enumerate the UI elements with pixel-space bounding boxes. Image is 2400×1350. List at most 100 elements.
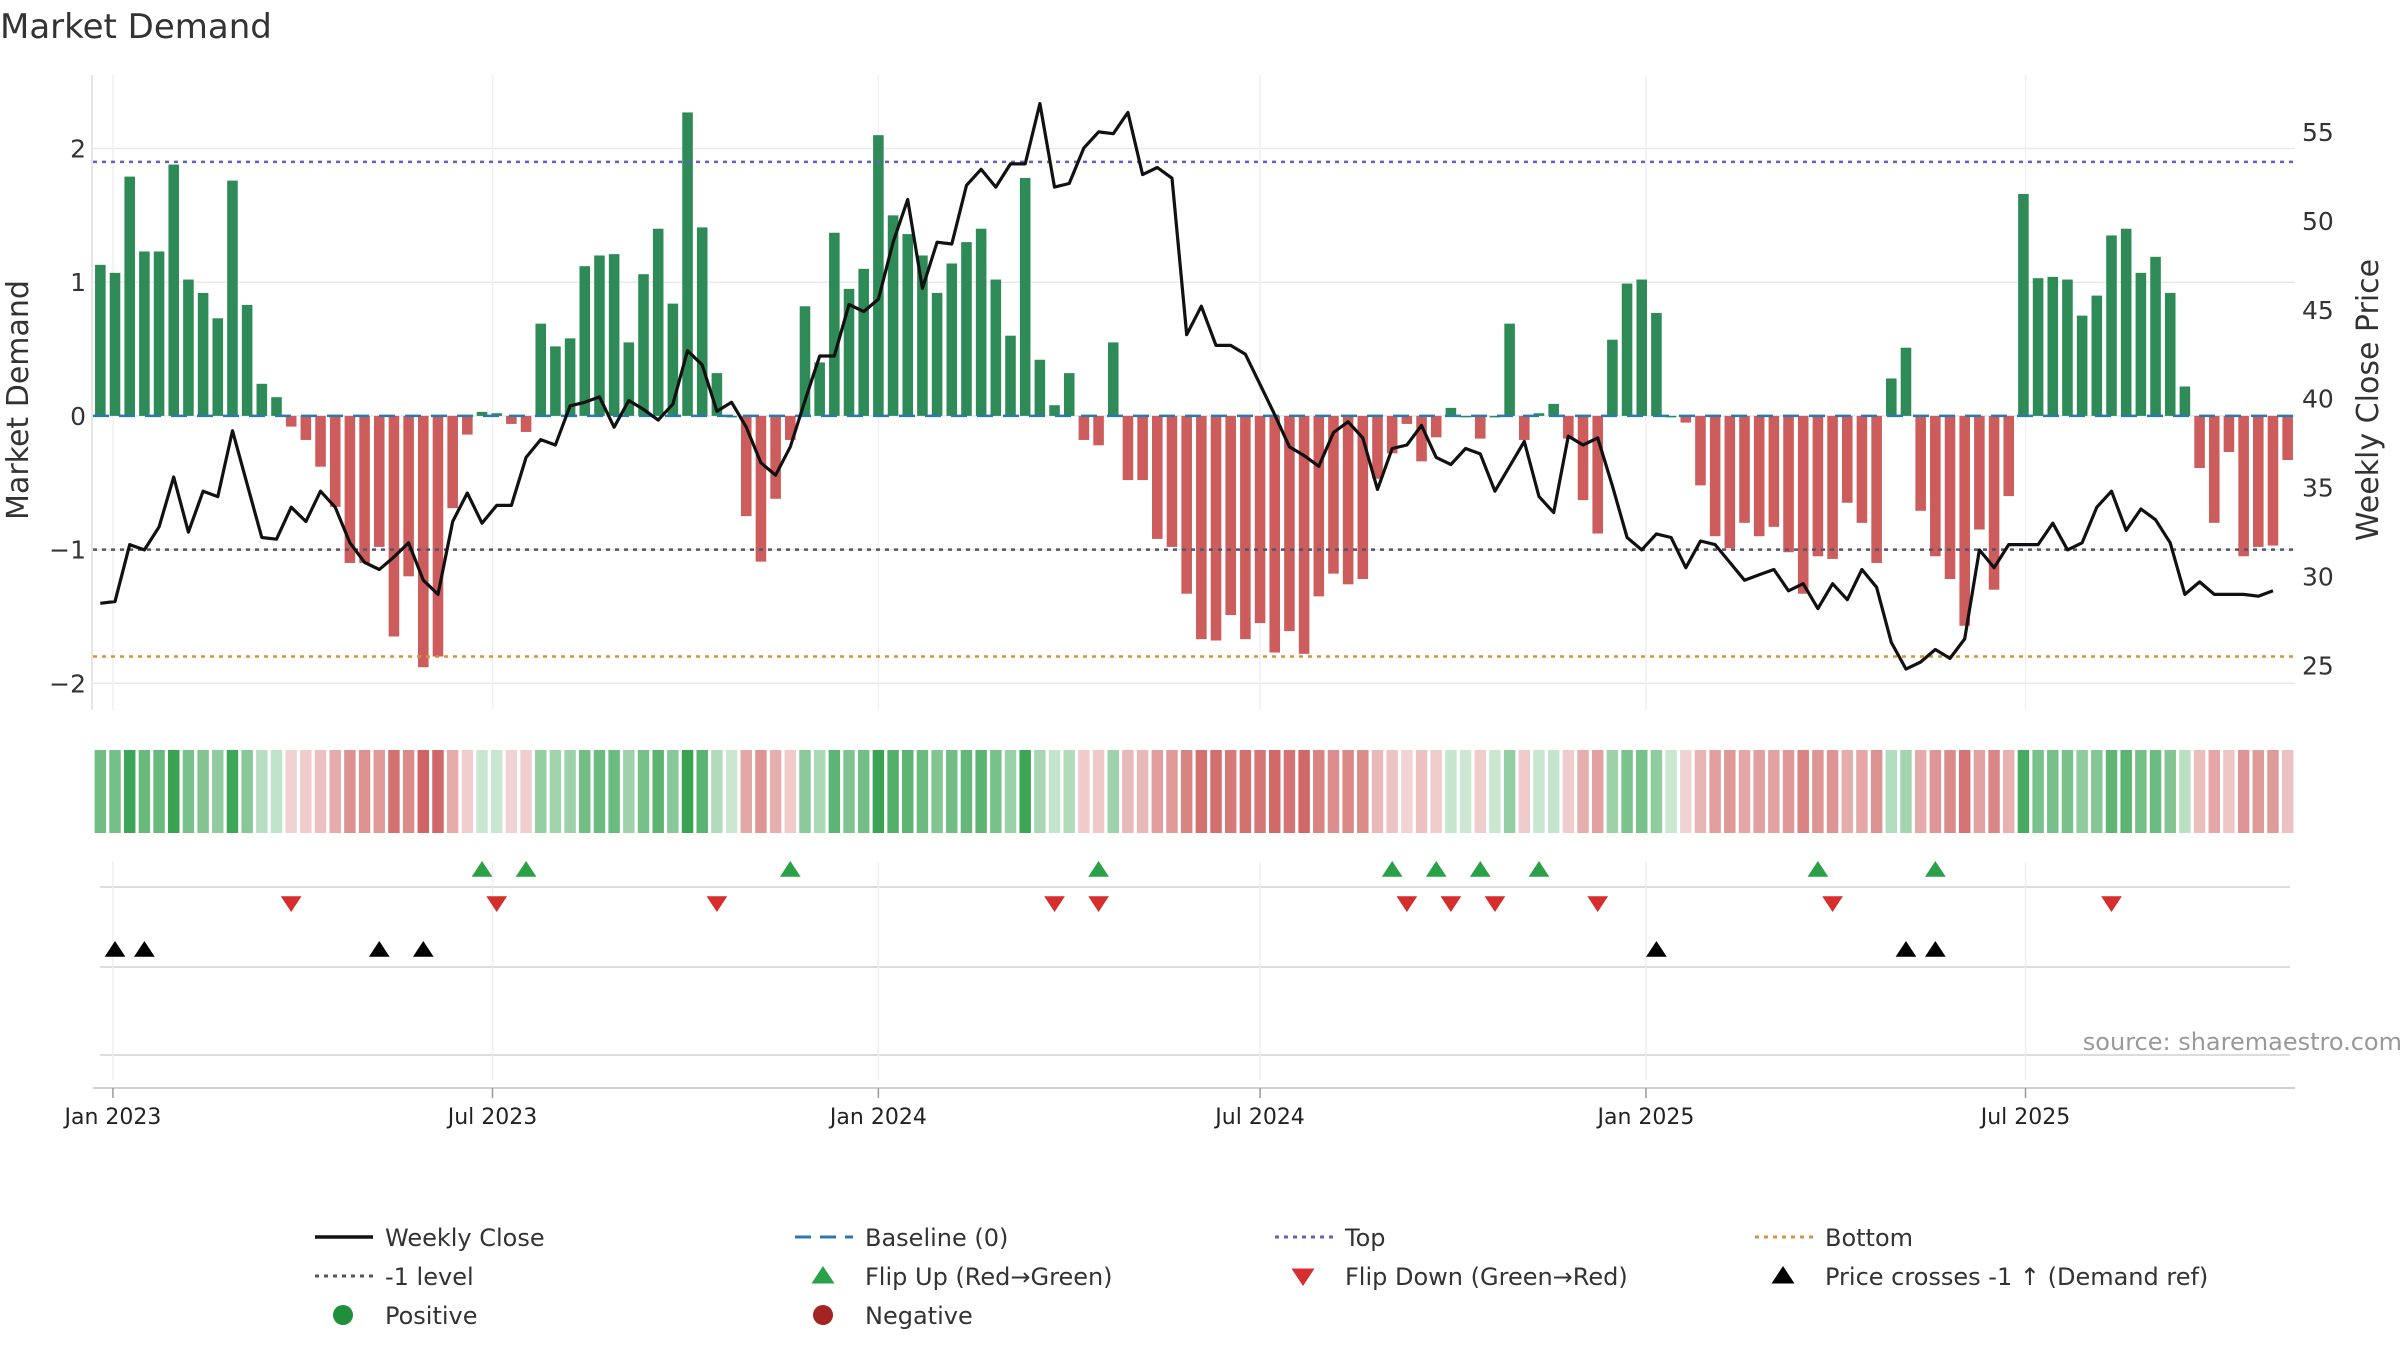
y-tick-label: 1 — [70, 268, 86, 297]
heat-cell — [637, 750, 650, 833]
positive-bar — [1533, 413, 1545, 416]
negative-bar — [1709, 415, 1721, 537]
negative-bar — [2238, 415, 2249, 557]
heat-cell — [1019, 750, 1031, 833]
heat-cell — [1342, 750, 1354, 833]
x-tick-label: Jan 2025 — [1595, 1105, 1694, 1130]
heat-cell — [1180, 750, 1193, 833]
heat-cell — [1533, 750, 1545, 833]
heat-cell — [2047, 750, 2059, 833]
positive-bar — [168, 164, 180, 416]
heat-cell — [1665, 750, 1677, 833]
heat-cell — [182, 750, 195, 833]
positive-bar — [139, 251, 150, 416]
negative-bar — [388, 415, 400, 637]
positive-bar — [1445, 407, 1457, 416]
negative-bar — [1695, 415, 1706, 486]
legend-label: Flip Down (Green→Red) — [1345, 1263, 1628, 1291]
heat-cell — [828, 750, 841, 833]
heat-cell — [1459, 750, 1472, 833]
heat-cell — [1313, 750, 1325, 833]
positive-bar — [535, 323, 547, 416]
positive-bar — [476, 411, 488, 416]
heat-cell — [2061, 750, 2074, 833]
heat-cell — [1694, 750, 1707, 833]
heat-cell — [2281, 750, 2294, 833]
heat-cell — [461, 750, 474, 833]
heat-cell — [1636, 750, 1648, 833]
heat-cell — [1929, 750, 1942, 833]
heat-cell — [1914, 750, 1927, 833]
heat-cell — [1430, 750, 1442, 833]
legend-item: Positive — [333, 1302, 478, 1330]
heat-cell — [2267, 750, 2279, 833]
heat-cell — [1768, 750, 1780, 833]
positive-bar — [491, 413, 502, 416]
negative-bar — [1386, 415, 1398, 454]
heat-cell — [212, 750, 224, 833]
negative-bar — [2267, 415, 2279, 546]
heat-cell — [476, 750, 488, 833]
positive-bar — [197, 292, 209, 416]
positive-bar — [946, 263, 958, 416]
heat-cell — [946, 750, 958, 833]
negative-bar — [1768, 415, 1780, 527]
heat-cell — [314, 750, 327, 833]
negative-bar — [403, 415, 414, 577]
flip-down-marker — [1484, 896, 1506, 912]
negative-bar — [1225, 415, 1236, 616]
legend-swatch — [813, 1305, 833, 1325]
heat-cell — [2149, 750, 2162, 833]
negative-bar — [1739, 415, 1750, 523]
flip-down-marker — [486, 896, 508, 912]
heat-cell — [1136, 750, 1149, 833]
heat-cell — [652, 750, 664, 833]
heat-cell — [109, 750, 121, 833]
positive-bar — [2047, 276, 2059, 416]
heat-cell — [931, 750, 943, 833]
heat-cell — [1900, 750, 1912, 833]
positive-bar — [799, 306, 811, 416]
heat-cell — [1474, 750, 1486, 833]
positive-bar — [1651, 312, 1662, 416]
positive-bar — [917, 255, 928, 416]
negative-bar — [432, 415, 444, 657]
negative-bar — [1988, 415, 2000, 590]
heat-cell — [2164, 750, 2176, 833]
y2-tick-label: 35 — [2302, 474, 2334, 503]
event-markers — [100, 861, 2290, 1080]
heat-cell — [667, 750, 679, 833]
heat-cell — [549, 750, 562, 833]
heat-cell — [270, 750, 283, 833]
legend-swatch — [1771, 1266, 1795, 1284]
flip-up-marker — [1807, 861, 1829, 877]
negative-bar — [1753, 415, 1765, 537]
y2-tick-label: 50 — [2302, 207, 2334, 236]
heat-cell — [138, 750, 151, 833]
heat-cell — [1870, 750, 1883, 833]
heat-cell — [1782, 750, 1795, 833]
chart-title: Market Demand — [0, 7, 272, 47]
flip-up-marker — [471, 861, 493, 877]
heat-cell — [241, 750, 253, 833]
positive-bar — [271, 397, 282, 416]
negative-bar — [2194, 415, 2205, 469]
legend-item: Weekly Close — [315, 1224, 545, 1252]
positive-bar — [1504, 323, 1515, 416]
heat-cell — [1562, 750, 1575, 833]
negative-bar — [1122, 415, 1134, 481]
heat-cell — [1577, 750, 1589, 833]
negative-bar — [1783, 415, 1794, 553]
negative-bar — [1328, 415, 1339, 574]
heat-cell — [388, 750, 400, 833]
y2-tick-label: 25 — [2302, 652, 2334, 681]
heat-cell — [1371, 750, 1384, 833]
legend-item: Price crosses -1 ↑ (Demand ref) — [1771, 1263, 2208, 1291]
negative-bar — [1254, 415, 1266, 624]
positive-bar — [902, 234, 914, 416]
heat-cell — [1210, 750, 1222, 833]
heat-cell — [1269, 750, 1281, 833]
negative-bar — [418, 415, 429, 668]
demand-heatmap-strip — [94, 750, 2294, 833]
positive-bar — [2091, 295, 2103, 416]
